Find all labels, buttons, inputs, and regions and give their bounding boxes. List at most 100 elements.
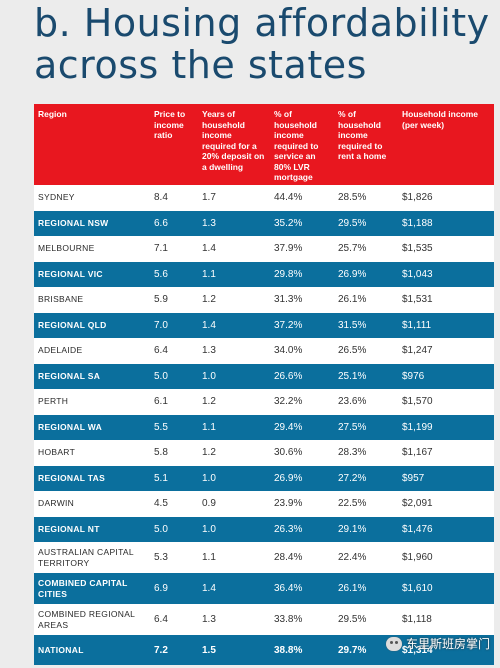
price-to-income-cell: 6.9 xyxy=(150,573,198,604)
price-to-income-cell: 8.4 xyxy=(150,185,198,211)
table-row: COMBINED CAPITAL CITIES 6.9 1.4 36.4% 26.1% $… xyxy=(34,573,494,604)
mortgage-share-cell: 35.2% xyxy=(270,210,334,236)
years-deposit-cell: 0.9 xyxy=(198,491,270,517)
header-rent-share: % of household income required to rent a… xyxy=(334,104,398,185)
table-row: HOBART 5.8 1.2 30.6% 28.3% $1,167 xyxy=(34,440,494,466)
years-deposit-cell: 1.3 xyxy=(198,604,270,635)
region-cell: PERTH xyxy=(34,389,150,415)
household-income-cell: $957 xyxy=(398,465,494,491)
table-header-row: Region Price to income ratio Years of ho… xyxy=(34,104,494,185)
header-years-deposit: Years of household income required for a… xyxy=(198,104,270,185)
rent-share-cell: 28.5% xyxy=(334,185,398,211)
rent-share-cell: 25.1% xyxy=(334,363,398,389)
rent-share-cell: 29.5% xyxy=(334,604,398,635)
rent-share-cell: 26.1% xyxy=(334,573,398,604)
household-income-cell: $1,535 xyxy=(398,236,494,262)
region-cell: REGIONAL QLD xyxy=(34,312,150,338)
header-price-to-income: Price to income ratio xyxy=(150,104,198,185)
rent-share-cell: 22.5% xyxy=(334,491,398,517)
rent-share-cell: 26.9% xyxy=(334,261,398,287)
region-cell: REGIONAL NSW xyxy=(34,210,150,236)
region-cell: ADELAIDE xyxy=(34,338,150,364)
mortgage-share-cell: 29.8% xyxy=(270,261,334,287)
table-row: SYDNEY 8.4 1.7 44.4% 28.5% $1,826 xyxy=(34,185,494,211)
region-cell: DARWIN xyxy=(34,491,150,517)
years-deposit-cell: 1.4 xyxy=(198,573,270,604)
household-income-cell: $1,199 xyxy=(398,414,494,440)
years-deposit-cell: 1.3 xyxy=(198,210,270,236)
rent-share-cell: 22.4% xyxy=(334,542,398,573)
region-cell: REGIONAL SA xyxy=(34,363,150,389)
table-row: REGIONAL NT 5.0 1.0 26.3% 29.1% $1,476 xyxy=(34,516,494,542)
region-cell: REGIONAL NT xyxy=(34,516,150,542)
years-deposit-cell: 1.4 xyxy=(198,236,270,262)
price-to-income-cell: 7.2 xyxy=(150,635,198,665)
region-cell: REGIONAL VIC xyxy=(34,261,150,287)
table-row: NATIONAL 7.2 1.5 38.8% 29.7% $1,314 xyxy=(34,635,494,665)
household-income-cell: $1,531 xyxy=(398,287,494,313)
price-to-income-cell: 4.5 xyxy=(150,491,198,517)
table-row: AUSTRALIAN CAPITAL TERRITORY 5.3 1.1 28.4% 2… xyxy=(34,542,494,573)
mortgage-share-cell: 36.4% xyxy=(270,573,334,604)
price-to-income-cell: 5.5 xyxy=(150,414,198,440)
price-to-income-cell: 7.0 xyxy=(150,312,198,338)
watermark: 东里斯班房掌门 xyxy=(385,635,490,652)
table-row: MELBOURNE 7.1 1.4 37.9% 25.7% $1,535 xyxy=(34,236,494,262)
rent-share-cell: 27.2% xyxy=(334,465,398,491)
household-income-cell: $1,960 xyxy=(398,542,494,573)
region-cell: REGIONAL TAS xyxy=(34,465,150,491)
years-deposit-cell: 1.7 xyxy=(198,185,270,211)
household-income-cell: $976 xyxy=(398,363,494,389)
years-deposit-cell: 1.0 xyxy=(198,465,270,491)
rent-share-cell: 25.7% xyxy=(334,236,398,262)
rent-share-cell: 29.1% xyxy=(334,516,398,542)
mortgage-share-cell: 32.2% xyxy=(270,389,334,415)
title-line-2: across the states xyxy=(34,43,367,87)
household-income-cell: $1,188 xyxy=(398,210,494,236)
mortgage-share-cell: 33.8% xyxy=(270,604,334,635)
price-to-income-cell: 5.8 xyxy=(150,440,198,466)
wechat-icon xyxy=(385,636,402,651)
region-cell: REGIONAL WA xyxy=(34,414,150,440)
header-region: Region xyxy=(34,104,150,185)
title-line-1: b. Housing affordability xyxy=(34,1,490,45)
region-cell: NATIONAL xyxy=(34,635,150,665)
region-cell: COMBINED REGIONAL AREAS xyxy=(34,604,150,635)
household-income-cell: $1,247 xyxy=(398,338,494,364)
affordability-table: Region Price to income ratio Years of ho… xyxy=(34,104,494,665)
household-income-cell: $1,610 xyxy=(398,573,494,604)
household-income-cell: $1,314 xyxy=(398,635,494,665)
years-deposit-cell: 1.0 xyxy=(198,363,270,389)
mortgage-share-cell: 29.4% xyxy=(270,414,334,440)
rent-share-cell: 26.1% xyxy=(334,287,398,313)
price-to-income-cell: 5.0 xyxy=(150,363,198,389)
region-cell: MELBOURNE xyxy=(34,236,150,262)
mortgage-share-cell: 37.2% xyxy=(270,312,334,338)
price-to-income-cell: 7.1 xyxy=(150,236,198,262)
years-deposit-cell: 1.0 xyxy=(198,516,270,542)
table-row: REGIONAL QLD 7.0 1.4 37.2% 31.5% $1,111 xyxy=(34,312,494,338)
affordability-table-container: Region Price to income ratio Years of ho… xyxy=(34,104,494,665)
household-income-cell: $1,167 xyxy=(398,440,494,466)
price-to-income-cell: 6.6 xyxy=(150,210,198,236)
years-deposit-cell: 1.2 xyxy=(198,287,270,313)
years-deposit-cell: 1.3 xyxy=(198,338,270,364)
table-row: DARWIN 4.5 0.9 23.9% 22.5% $2,091 xyxy=(34,491,494,517)
region-cell: COMBINED CAPITAL CITIES xyxy=(34,573,150,604)
rent-share-cell: 31.5% xyxy=(334,312,398,338)
price-to-income-cell: 5.6 xyxy=(150,261,198,287)
mortgage-share-cell: 44.4% xyxy=(270,185,334,211)
price-to-income-cell: 6.4 xyxy=(150,338,198,364)
mortgage-share-cell: 23.9% xyxy=(270,491,334,517)
mortgage-share-cell: 26.3% xyxy=(270,516,334,542)
table-body: SYDNEY 8.4 1.7 44.4% 28.5% $1,826 REGIONAL NSW… xyxy=(34,185,494,665)
table-row: COMBINED REGIONAL AREAS 6.4 1.3 33.8% 29.5% $… xyxy=(34,604,494,635)
years-deposit-cell: 1.2 xyxy=(198,389,270,415)
table-row: PERTH 6.1 1.2 32.2% 23.6% $1,570 xyxy=(34,389,494,415)
rent-share-cell: 28.3% xyxy=(334,440,398,466)
mortgage-share-cell: 37.9% xyxy=(270,236,334,262)
years-deposit-cell: 1.4 xyxy=(198,312,270,338)
price-to-income-cell: 5.9 xyxy=(150,287,198,313)
price-to-income-cell: 5.0 xyxy=(150,516,198,542)
region-cell: BRISBANE xyxy=(34,287,150,313)
